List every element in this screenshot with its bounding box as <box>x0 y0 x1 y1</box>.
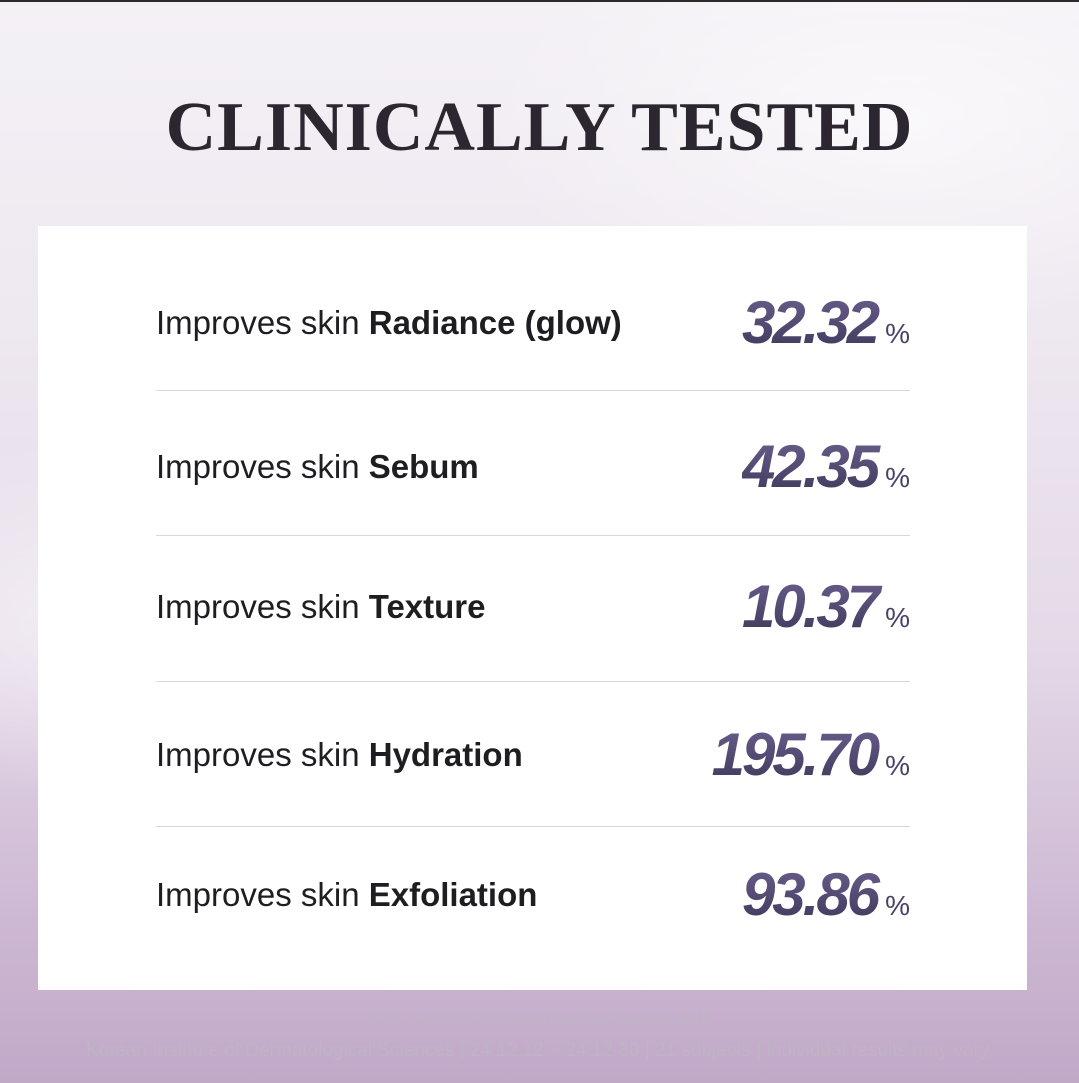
top-border <box>0 0 1079 2</box>
result-label-prefix: Improves skin <box>156 447 369 485</box>
result-label-metric: Texture <box>368 587 486 625</box>
result-unit: % <box>885 602 910 633</box>
result-row-hydration: Improves skin Hydration 195.70% <box>156 682 910 827</box>
result-value: 42.35% <box>742 432 910 501</box>
result-label-metric: Exfoliation <box>368 875 538 913</box>
result-number: 42.35 <box>742 432 883 501</box>
result-label: Improves skin Sebum <box>156 448 479 486</box>
result-label-prefix: Improves skin <box>156 587 369 625</box>
result-label-metric: Sebum <box>368 447 479 485</box>
result-number: 10.37 <box>742 572 883 641</box>
result-label: Improves skin Radiance (glow) <box>156 304 622 342</box>
result-value: 195.70% <box>712 720 910 789</box>
result-row-texture: Improves skin Texture 10.37% <box>156 534 910 679</box>
result-label: Improves skin Texture <box>156 588 486 626</box>
result-value: 93.86% <box>742 860 910 929</box>
row-divider <box>156 681 910 682</box>
result-number: 93.86 <box>742 860 883 929</box>
result-unit: % <box>885 890 910 921</box>
footer-disclaimer: Korean Institute of Dermatological Scien… <box>85 1040 994 1061</box>
result-label-prefix: Improves skin <box>156 735 369 773</box>
row-divider <box>156 826 910 827</box>
footer-note: Test result of improvement to human skin <box>366 1008 713 1029</box>
result-row-radiance: Improves skin Radiance (glow) 32.32% <box>156 250 910 395</box>
result-value: 10.37% <box>742 572 910 641</box>
result-unit: % <box>885 750 910 781</box>
results-card: Improves skin Radiance (glow) 32.32% Imp… <box>38 226 1027 990</box>
result-unit: % <box>885 462 910 493</box>
result-row-sebum: Improves skin Sebum 42.35% <box>156 394 910 539</box>
result-label: Improves skin Exfoliation <box>156 876 537 914</box>
result-value: 32.32% <box>742 288 910 357</box>
result-row-exfoliation: Improves skin Exfoliation 93.86% <box>156 822 910 967</box>
row-divider <box>156 390 910 391</box>
result-number: 195.70 <box>712 720 884 789</box>
result-label-prefix: Improves skin <box>156 875 369 913</box>
result-label-prefix: Improves skin <box>156 303 369 341</box>
row-divider <box>156 535 910 536</box>
result-label-metric: Hydration <box>368 735 523 773</box>
result-unit: % <box>885 318 910 349</box>
result-label: Improves skin Hydration <box>156 736 523 774</box>
result-number: 32.32 <box>742 288 883 357</box>
result-label-metric: Radiance (glow) <box>368 303 622 341</box>
page-title: CLINICALLY TESTED <box>165 89 914 166</box>
